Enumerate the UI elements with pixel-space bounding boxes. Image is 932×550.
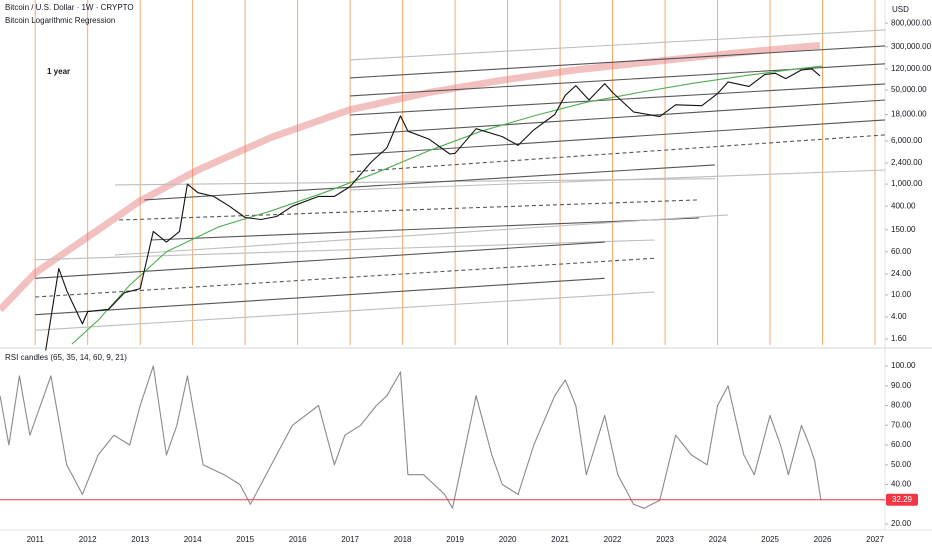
x-tick-label: 2023 — [656, 535, 674, 544]
x-tick-label: 2020 — [499, 535, 517, 544]
y-tick-label: 1.60 — [891, 334, 907, 343]
y-tick-label: 90.00 — [891, 381, 912, 390]
annotation: 1 year — [47, 67, 70, 76]
x-tick-label: 2012 — [79, 535, 97, 544]
line — [114, 214, 729, 256]
x-tick-label: 2014 — [184, 535, 202, 544]
x-tick-label: 2024 — [709, 535, 727, 544]
line — [350, 83, 886, 116]
x-tick-label: 2013 — [131, 535, 149, 544]
marks — [0, 0, 886, 509]
y-tick-label: 50.00 — [891, 460, 912, 469]
y-tick-label: 800,000.00 — [891, 18, 932, 27]
current-badge — [886, 493, 918, 506]
y-tick-label: 50,000.00 — [891, 85, 927, 94]
regression-band — [0, 41, 821, 313]
line — [71, 65, 823, 345]
line — [119, 199, 700, 221]
x-tick-label: 2018 — [394, 535, 412, 544]
x-tick-label: 2015 — [236, 535, 254, 544]
x-tick-label: 2026 — [814, 535, 832, 544]
y-tick-label: 120,000.00 — [891, 64, 932, 73]
chart-subtitle: Bitcoin Logarithmic Regression — [5, 16, 115, 25]
chart-title: Bitcoin / U.S. Dollar · 1W · CRYPTO — [5, 3, 134, 12]
y-tick-label: 70.00 — [891, 420, 912, 429]
line — [350, 99, 886, 136]
y-tick-label: 60.00 — [891, 440, 912, 449]
y-tick-label: 1,000.00 — [891, 179, 923, 188]
line — [114, 178, 715, 186]
y-tick-label: 6,000.00 — [891, 136, 923, 145]
x-tick-label: 2025 — [761, 535, 779, 544]
line — [45, 68, 821, 351]
x-tick-label: 2027 — [866, 535, 884, 544]
y-tick-label: 150.00 — [891, 225, 916, 234]
line — [350, 134, 886, 173]
x-tick-label: 2021 — [551, 535, 569, 544]
y-tick-label: 18,000.00 — [891, 110, 927, 119]
y-tick-label: 4.00 — [891, 312, 907, 321]
line — [350, 45, 886, 79]
x-tick-label: 2019 — [446, 535, 464, 544]
y-tick-label: 300,000.00 — [891, 42, 932, 51]
x-tick-label: 2022 — [604, 535, 622, 544]
line — [350, 119, 886, 156]
y-tick-label: 80.00 — [891, 401, 912, 410]
x-tick-label: 2016 — [289, 535, 307, 544]
x-tick-label: 2011 — [27, 535, 45, 544]
y-tick-label: 24.00 — [891, 269, 912, 278]
y-tick-label: 20.00 — [891, 519, 912, 528]
line — [0, 365, 822, 509]
line — [144, 164, 715, 201]
line — [35, 241, 605, 279]
line — [150, 217, 700, 241]
y-tick-label: 10.00 — [891, 290, 912, 299]
y-axis-label: USD — [892, 5, 909, 14]
line — [35, 277, 605, 316]
x-tick-label: 2017 — [341, 535, 359, 544]
y-tick-label: 2,400.00 — [891, 158, 923, 167]
line — [35, 239, 655, 261]
current-label: 32.29 — [892, 495, 913, 504]
line — [35, 257, 655, 298]
rsi-title: RSI candles (65, 35, 14, 60, 9, 21) — [5, 353, 127, 362]
line — [35, 291, 655, 331]
y-tick-label: 40.00 — [891, 480, 912, 489]
line — [350, 29, 886, 61]
y-tick-label: 100.00 — [891, 361, 916, 370]
y-tick-label: 60.00 — [891, 247, 912, 256]
y-tick-label: 400.00 — [891, 201, 916, 210]
